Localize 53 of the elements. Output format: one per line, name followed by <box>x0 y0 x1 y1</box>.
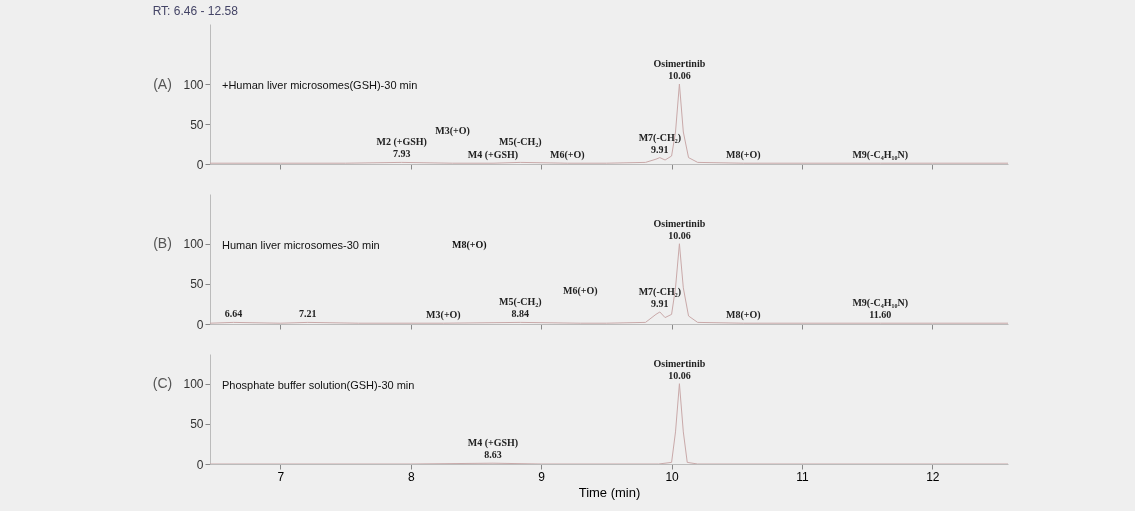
annotation: M9(-C₄H₁₀N) <box>852 149 909 162</box>
annotation: M5(-CH₂) <box>499 136 542 149</box>
annotation: Osimertinib <box>653 58 706 69</box>
annotation: Osimertinib <box>653 357 706 369</box>
y-tick-label: 100 <box>183 237 204 252</box>
annotation: Osimertinib <box>653 217 706 229</box>
annotation: 7.93 <box>392 148 411 160</box>
y-tick-label: 100 <box>183 77 204 92</box>
annotation: M8(+O) <box>726 309 761 322</box>
y-tick-label: 100 <box>183 377 204 392</box>
annotation: M8(+O) <box>452 238 487 251</box>
annotation: 7.21 <box>299 308 317 320</box>
y-tick-label: 50 <box>190 417 204 432</box>
annotation: M6(+O) <box>563 285 598 298</box>
x-tick-label: 11 <box>796 469 810 484</box>
annotation: 9.91 <box>651 297 669 309</box>
chart-title: RT: 6.46 - 12.58 <box>152 4 239 18</box>
annotation: M6(+O) <box>549 149 585 162</box>
annotation: M7(-CH₂) <box>638 131 682 144</box>
x-tick-label: 8 <box>407 469 415 484</box>
annotation: 6.64 <box>224 308 243 320</box>
annotation: M3(+O) <box>435 125 470 138</box>
x-axis-title: Time (min) <box>578 484 641 500</box>
y-tick-label: 0 <box>196 157 204 172</box>
annotation: 8.63 <box>484 449 502 461</box>
annotation: Human liver microsomes-30 min <box>222 238 380 251</box>
y-tick-label: 0 <box>196 317 204 332</box>
y-tick-label: 0 <box>196 457 204 472</box>
annotation: M7(-CH₂) <box>638 285 682 298</box>
annotation: M9(-C₄H₁₀N) <box>852 297 909 310</box>
y-tick-label: 50 <box>190 117 204 132</box>
y-axis-title: (B) <box>153 235 172 252</box>
annotation: 8.84 <box>511 308 530 320</box>
annotation: M3(+O) <box>426 309 461 322</box>
annotation: M2 (+GSH) <box>376 136 427 149</box>
annotation: M5(-CH₂) <box>499 296 542 309</box>
annotation: 10.06 <box>668 229 691 241</box>
annotation: M8(+O) <box>726 149 761 162</box>
x-tick-label: 9 <box>538 469 546 484</box>
annotation: M4 (+GSH) <box>467 149 519 162</box>
x-tick-label: 12 <box>926 469 940 484</box>
annotation: 11.60 <box>869 309 892 321</box>
x-tick-label: 7 <box>277 469 285 484</box>
y-tick-label: 50 <box>190 277 204 292</box>
annotation: Phosphate buffer solution(GSH)-30 min <box>222 378 415 391</box>
annotation: 9.91 <box>651 143 669 155</box>
annotation: +Human liver microsomes(GSH)-30 min <box>222 79 418 91</box>
x-tick-label: 10 <box>665 469 680 484</box>
y-axis-title: (C) <box>152 375 173 392</box>
y-axis-title: (A) <box>153 75 172 92</box>
annotation: M4 (+GSH) <box>467 437 519 450</box>
annotation: 10.06 <box>668 369 691 381</box>
annotation: 10.06 <box>668 70 691 81</box>
